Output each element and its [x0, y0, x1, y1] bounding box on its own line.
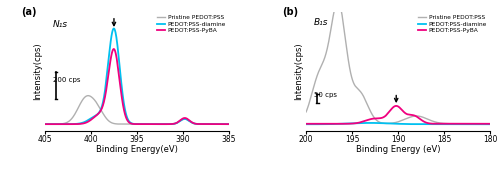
Text: B₁s: B₁s	[314, 18, 328, 27]
Text: 50 cps: 50 cps	[314, 92, 338, 98]
Text: 200 cps: 200 cps	[54, 77, 81, 83]
Y-axis label: Intensity(cps): Intensity(cps)	[294, 42, 304, 100]
Legend: Pristine PEDOT:PSS, PEDOT:PSS-diamine, PEDOT:PSS-PyBA: Pristine PEDOT:PSS, PEDOT:PSS-diamine, P…	[156, 15, 226, 33]
Legend: Pristine PEDOT:PSS, PEDOT:PSS-diamine, PEDOT:PSS-PyBA: Pristine PEDOT:PSS, PEDOT:PSS-diamine, P…	[418, 15, 487, 33]
X-axis label: Binding Energy (eV): Binding Energy (eV)	[356, 145, 440, 154]
Text: N₁s: N₁s	[52, 20, 68, 29]
X-axis label: Binding Energy(eV): Binding Energy(eV)	[96, 145, 178, 154]
Text: (a): (a)	[21, 7, 36, 17]
Y-axis label: Intensity(cps): Intensity(cps)	[33, 42, 42, 100]
Text: (b): (b)	[282, 7, 298, 17]
